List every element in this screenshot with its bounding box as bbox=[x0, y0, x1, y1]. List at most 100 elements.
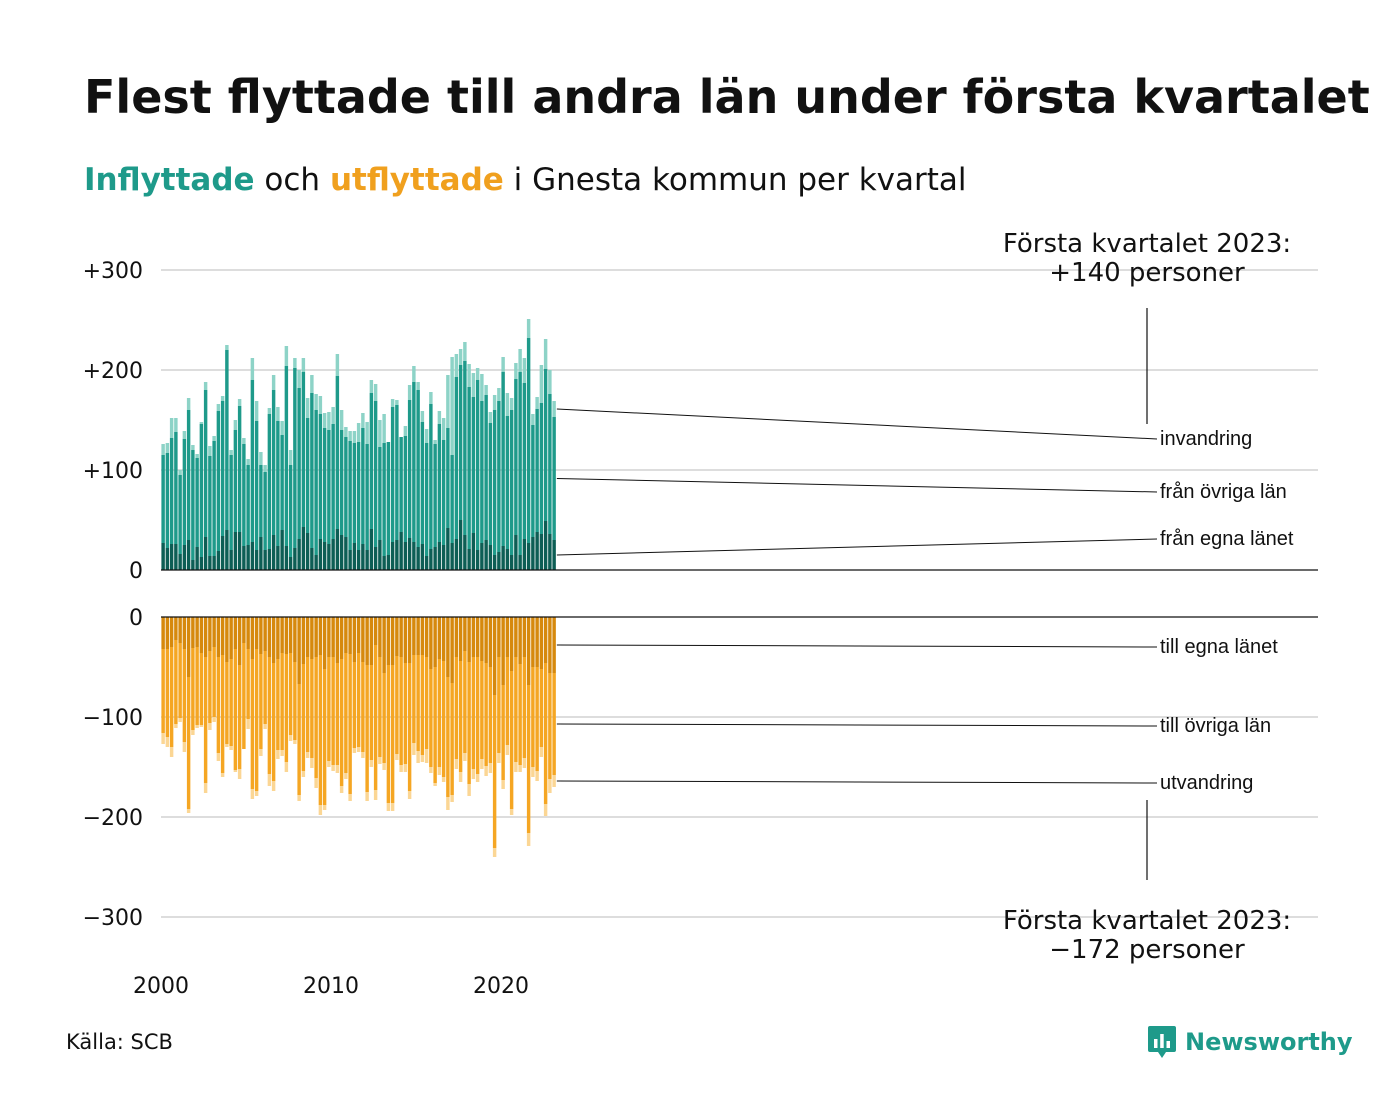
bar-out-other-counties bbox=[543, 663, 548, 804]
bar-out-emigration bbox=[535, 771, 539, 781]
bar-in-other-counties bbox=[437, 424, 442, 542]
bar-out-emigration bbox=[386, 803, 391, 811]
bar-in-immigration bbox=[424, 429, 429, 443]
bar-out-other-counties bbox=[395, 656, 399, 754]
bar-in-immigration bbox=[178, 470, 182, 475]
bar-out-emigration bbox=[518, 765, 522, 772]
bar-in-immigration bbox=[322, 413, 327, 428]
bar-in-own-county bbox=[305, 533, 310, 570]
bar-in-other-counties bbox=[505, 416, 510, 549]
bar-in-immigration bbox=[169, 418, 174, 438]
bar-in-other-counties bbox=[242, 444, 246, 546]
bar-in-other-counties bbox=[403, 436, 408, 542]
bar-in-own-county bbox=[182, 545, 187, 570]
bar-out-emigration bbox=[318, 805, 323, 815]
bar-out-emigration bbox=[420, 755, 425, 762]
bar-out-other-counties bbox=[369, 665, 374, 760]
bar-in-immigration bbox=[420, 411, 425, 422]
bar-in-other-counties bbox=[378, 447, 382, 540]
x-tick: 2020 bbox=[473, 974, 529, 999]
bar-out-own-county bbox=[254, 617, 259, 649]
bar-in-own-county bbox=[276, 546, 280, 570]
bar-in-other-counties bbox=[229, 455, 233, 550]
y-tick-bottom: −300 bbox=[83, 906, 143, 931]
bar-in-other-counties bbox=[250, 380, 255, 542]
bar-in-own-county bbox=[242, 546, 246, 570]
bar-in-immigration bbox=[174, 418, 178, 432]
bar-in-own-county bbox=[480, 543, 484, 570]
legend-leader bbox=[556, 644, 1158, 648]
bar-out-emigration bbox=[305, 752, 310, 758]
bar-out-other-counties bbox=[548, 673, 552, 779]
bar-out-emigration bbox=[450, 795, 454, 802]
bar-out-own-county bbox=[186, 617, 191, 677]
bar-out-emigration bbox=[382, 763, 386, 770]
bar-in-other-counties bbox=[233, 430, 238, 532]
bar-in-immigration bbox=[446, 375, 450, 428]
bar-in-own-county bbox=[361, 544, 365, 570]
bar-out-other-counties bbox=[356, 653, 361, 747]
bar-out-own-county bbox=[212, 617, 216, 647]
bar-in-other-counties bbox=[492, 410, 497, 555]
bar-in-immigration bbox=[403, 426, 408, 436]
bar-in-immigration bbox=[412, 366, 416, 382]
bar-out-other-counties bbox=[199, 653, 204, 725]
bar-in-immigration bbox=[437, 411, 442, 424]
bar-in-own-county bbox=[437, 542, 442, 570]
bar-in-other-counties bbox=[331, 424, 335, 539]
bar-in-immigration bbox=[233, 420, 238, 430]
bar-out-own-county bbox=[344, 617, 348, 653]
bar-out-emigration bbox=[254, 791, 259, 796]
bar-in-immigration bbox=[267, 408, 272, 414]
bar-in-other-counties bbox=[271, 390, 276, 535]
bar-in-immigration bbox=[301, 358, 306, 372]
bar-out-own-county bbox=[548, 617, 552, 673]
bar-out-emigration bbox=[501, 780, 505, 789]
bar-out-own-county bbox=[233, 617, 238, 649]
bar-in-immigration bbox=[531, 414, 535, 425]
bar-in-other-counties bbox=[488, 423, 493, 545]
bar-out-other-counties bbox=[352, 662, 357, 748]
bar-out-own-county bbox=[424, 617, 429, 657]
bar-in-own-county bbox=[165, 548, 170, 570]
bar-in-other-counties bbox=[450, 455, 454, 543]
bar-out-own-county bbox=[450, 617, 454, 683]
bar-out-other-counties bbox=[535, 667, 539, 771]
bar-out-other-counties bbox=[522, 657, 527, 758]
bar-in-immigration bbox=[501, 357, 505, 372]
bar-in-own-county bbox=[365, 550, 369, 570]
bar-out-emigration bbox=[259, 749, 263, 756]
bar-in-other-counties bbox=[318, 414, 323, 539]
bar-in-immigration bbox=[310, 375, 314, 393]
bar-out-emigration bbox=[497, 753, 501, 763]
bar-out-emigration bbox=[250, 789, 255, 799]
legend-label: från övriga län bbox=[1160, 481, 1287, 503]
bar-out-own-county bbox=[195, 617, 199, 647]
bar-in-other-counties bbox=[310, 393, 314, 548]
bar-in-other-counties bbox=[399, 437, 403, 532]
bar-out-emigration bbox=[543, 804, 548, 816]
bar-in-other-counties bbox=[539, 403, 544, 534]
bar-in-immigration bbox=[382, 414, 386, 443]
bar-in-immigration bbox=[497, 388, 501, 401]
bar-in-own-county bbox=[505, 549, 510, 570]
bar-in-own-county bbox=[174, 544, 178, 570]
bar-in-other-counties bbox=[548, 394, 552, 534]
bar-out-other-counties bbox=[403, 663, 408, 764]
bar-in-immigration bbox=[488, 412, 493, 423]
bar-out-own-county bbox=[216, 617, 221, 657]
bar-out-other-counties bbox=[212, 647, 216, 717]
bar-in-own-county bbox=[407, 538, 412, 570]
bar-out-own-county bbox=[522, 617, 527, 657]
bar-in-own-county bbox=[199, 557, 204, 570]
bar-out-own-county bbox=[356, 617, 361, 653]
bar-in-other-counties bbox=[246, 465, 250, 545]
bar-out-own-county bbox=[322, 617, 327, 669]
bar-in-own-county bbox=[509, 555, 514, 570]
subtitle-och: och bbox=[254, 162, 330, 198]
bar-out-own-county bbox=[339, 617, 344, 659]
legend-label: till egna länet bbox=[1160, 636, 1278, 658]
bar-out-own-county bbox=[169, 617, 174, 647]
bar-out-other-counties bbox=[509, 671, 514, 809]
bar-out-own-county bbox=[395, 617, 399, 656]
